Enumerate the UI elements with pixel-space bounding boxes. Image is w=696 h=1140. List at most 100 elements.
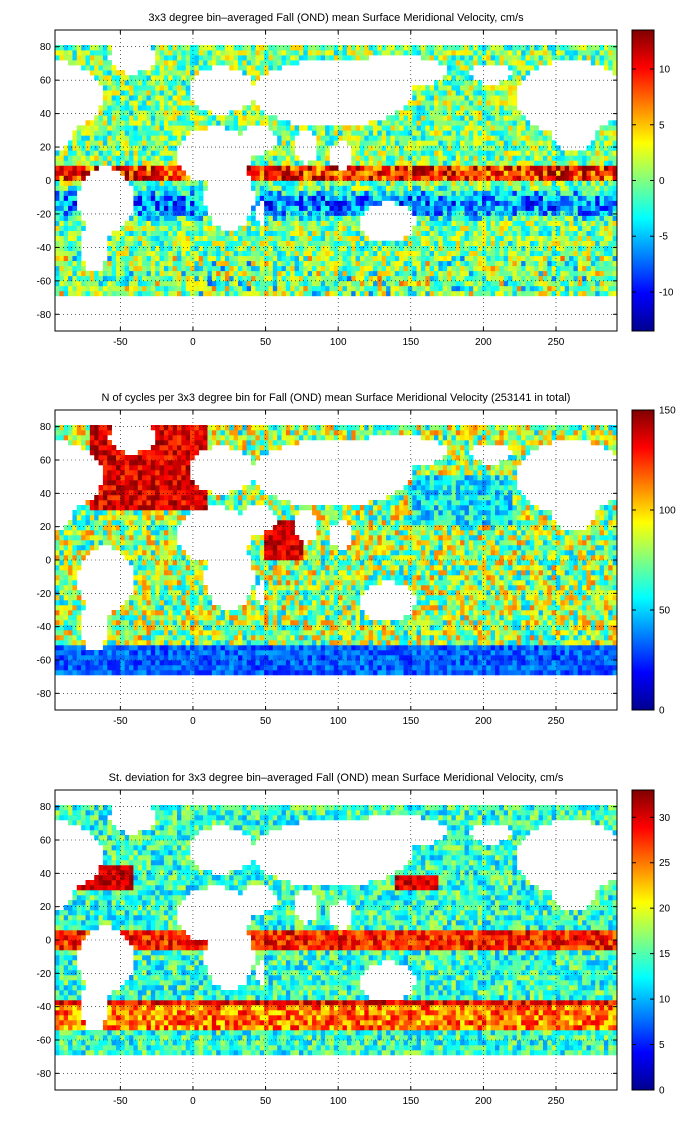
heatmap-cell xyxy=(394,130,400,136)
heatmap-cell xyxy=(242,125,247,131)
heatmap-cell xyxy=(155,75,160,81)
heatmap-cell xyxy=(595,275,600,282)
heatmap-cell xyxy=(55,570,60,576)
heatmap-cell xyxy=(455,175,461,181)
heatmap-cell xyxy=(407,270,413,277)
heatmap-cell xyxy=(159,215,165,221)
heatmap-cell xyxy=(150,85,156,91)
heatmap-cell xyxy=(194,255,200,262)
heatmap-cell xyxy=(194,265,200,272)
heatmap-cell xyxy=(159,110,165,116)
heatmap-cell xyxy=(220,285,226,292)
heatmap-cell xyxy=(142,135,147,141)
heatmap-cell xyxy=(508,210,513,216)
heatmap-cell xyxy=(499,240,505,247)
heatmap-cell xyxy=(98,140,104,146)
heatmap-cell xyxy=(460,280,465,287)
heatmap-cell xyxy=(569,155,574,161)
heatmap-cell xyxy=(473,215,478,221)
heatmap-cell xyxy=(508,220,513,226)
heatmap-cell xyxy=(277,170,282,176)
heatmap-cell xyxy=(120,140,126,146)
heatmap-cell xyxy=(586,145,592,151)
heatmap-cell xyxy=(233,290,239,297)
heatmap-cell xyxy=(338,290,343,297)
x-tick-label: 0 xyxy=(190,337,196,348)
heatmap-cell xyxy=(285,260,291,267)
heatmap-cell xyxy=(68,205,73,211)
heatmap-cell xyxy=(272,45,278,51)
heatmap-cell xyxy=(508,260,513,267)
heatmap-cell xyxy=(229,230,234,236)
heatmap-cell xyxy=(181,130,186,136)
heatmap-cell xyxy=(129,155,134,161)
heatmap-cell xyxy=(124,115,130,121)
heatmap-cell xyxy=(259,225,265,231)
heatmap-cell xyxy=(137,160,143,166)
heatmap-cell xyxy=(438,135,444,141)
heatmap-cell xyxy=(72,135,78,141)
heatmap-cell xyxy=(608,275,613,282)
heatmap-cell xyxy=(181,235,186,241)
heatmap-cell xyxy=(434,250,439,257)
heatmap-cell xyxy=(198,290,204,297)
heatmap-cell xyxy=(420,265,426,272)
heatmap-cell xyxy=(102,70,108,76)
heatmap-cell xyxy=(529,165,535,171)
heatmap-cell xyxy=(416,210,422,216)
heatmap-cell xyxy=(429,275,435,282)
heatmap-cell xyxy=(346,265,352,272)
heatmap-cell xyxy=(150,70,156,76)
heatmap-cell xyxy=(490,60,496,66)
heatmap-cell xyxy=(612,290,618,297)
heatmap-cell xyxy=(72,610,78,616)
heatmap-cell xyxy=(325,165,330,171)
heatmap-cell xyxy=(381,150,387,156)
heatmap-cell xyxy=(381,190,387,196)
heatmap-cell xyxy=(529,245,535,252)
heatmap-cell xyxy=(486,245,491,252)
heatmap-cell xyxy=(547,130,552,136)
heatmap-cell xyxy=(242,120,247,126)
heatmap-cell xyxy=(137,195,143,201)
heatmap-cell xyxy=(582,260,587,267)
heatmap-cell xyxy=(586,270,592,277)
heatmap-cell xyxy=(407,260,413,267)
heatmap-cell xyxy=(407,275,413,282)
y-tick-label: -40 xyxy=(37,243,52,254)
heatmap-cell xyxy=(542,205,548,211)
heatmap-cell xyxy=(420,120,426,126)
heatmap-cell xyxy=(447,155,452,161)
heatmap-cell xyxy=(551,220,557,226)
heatmap-cell xyxy=(107,110,112,116)
heatmap-cell xyxy=(364,290,369,297)
heatmap-cell xyxy=(608,65,613,71)
heatmap-cell xyxy=(303,125,308,131)
heatmap-cell xyxy=(325,150,330,156)
heatmap-cell xyxy=(512,205,518,211)
heatmap-cell xyxy=(425,250,430,257)
heatmap-cell xyxy=(420,245,426,252)
heatmap-cell xyxy=(481,275,487,282)
heatmap-cell xyxy=(137,85,143,91)
heatmap-cell xyxy=(495,260,500,267)
heatmap-cell xyxy=(281,225,287,231)
heatmap-cell xyxy=(307,195,313,201)
heatmap-cell xyxy=(333,130,339,136)
heatmap-cell xyxy=(307,175,313,181)
heatmap-cell xyxy=(416,105,422,111)
heatmap-cell xyxy=(560,210,566,216)
heatmap-cell xyxy=(403,265,409,272)
heatmap-cell xyxy=(163,275,169,282)
heatmap-cell xyxy=(233,65,239,71)
heatmap-cell xyxy=(434,165,439,171)
heatmap-cell xyxy=(55,215,60,221)
heatmap-cell xyxy=(194,200,200,206)
heatmap-cell xyxy=(534,270,539,277)
heatmap-cell xyxy=(481,110,487,116)
heatmap-cell xyxy=(277,55,282,61)
heatmap-cell xyxy=(224,240,230,247)
heatmap-cell xyxy=(281,150,287,156)
heatmap-cell xyxy=(111,65,117,71)
heatmap-cell xyxy=(399,250,404,257)
